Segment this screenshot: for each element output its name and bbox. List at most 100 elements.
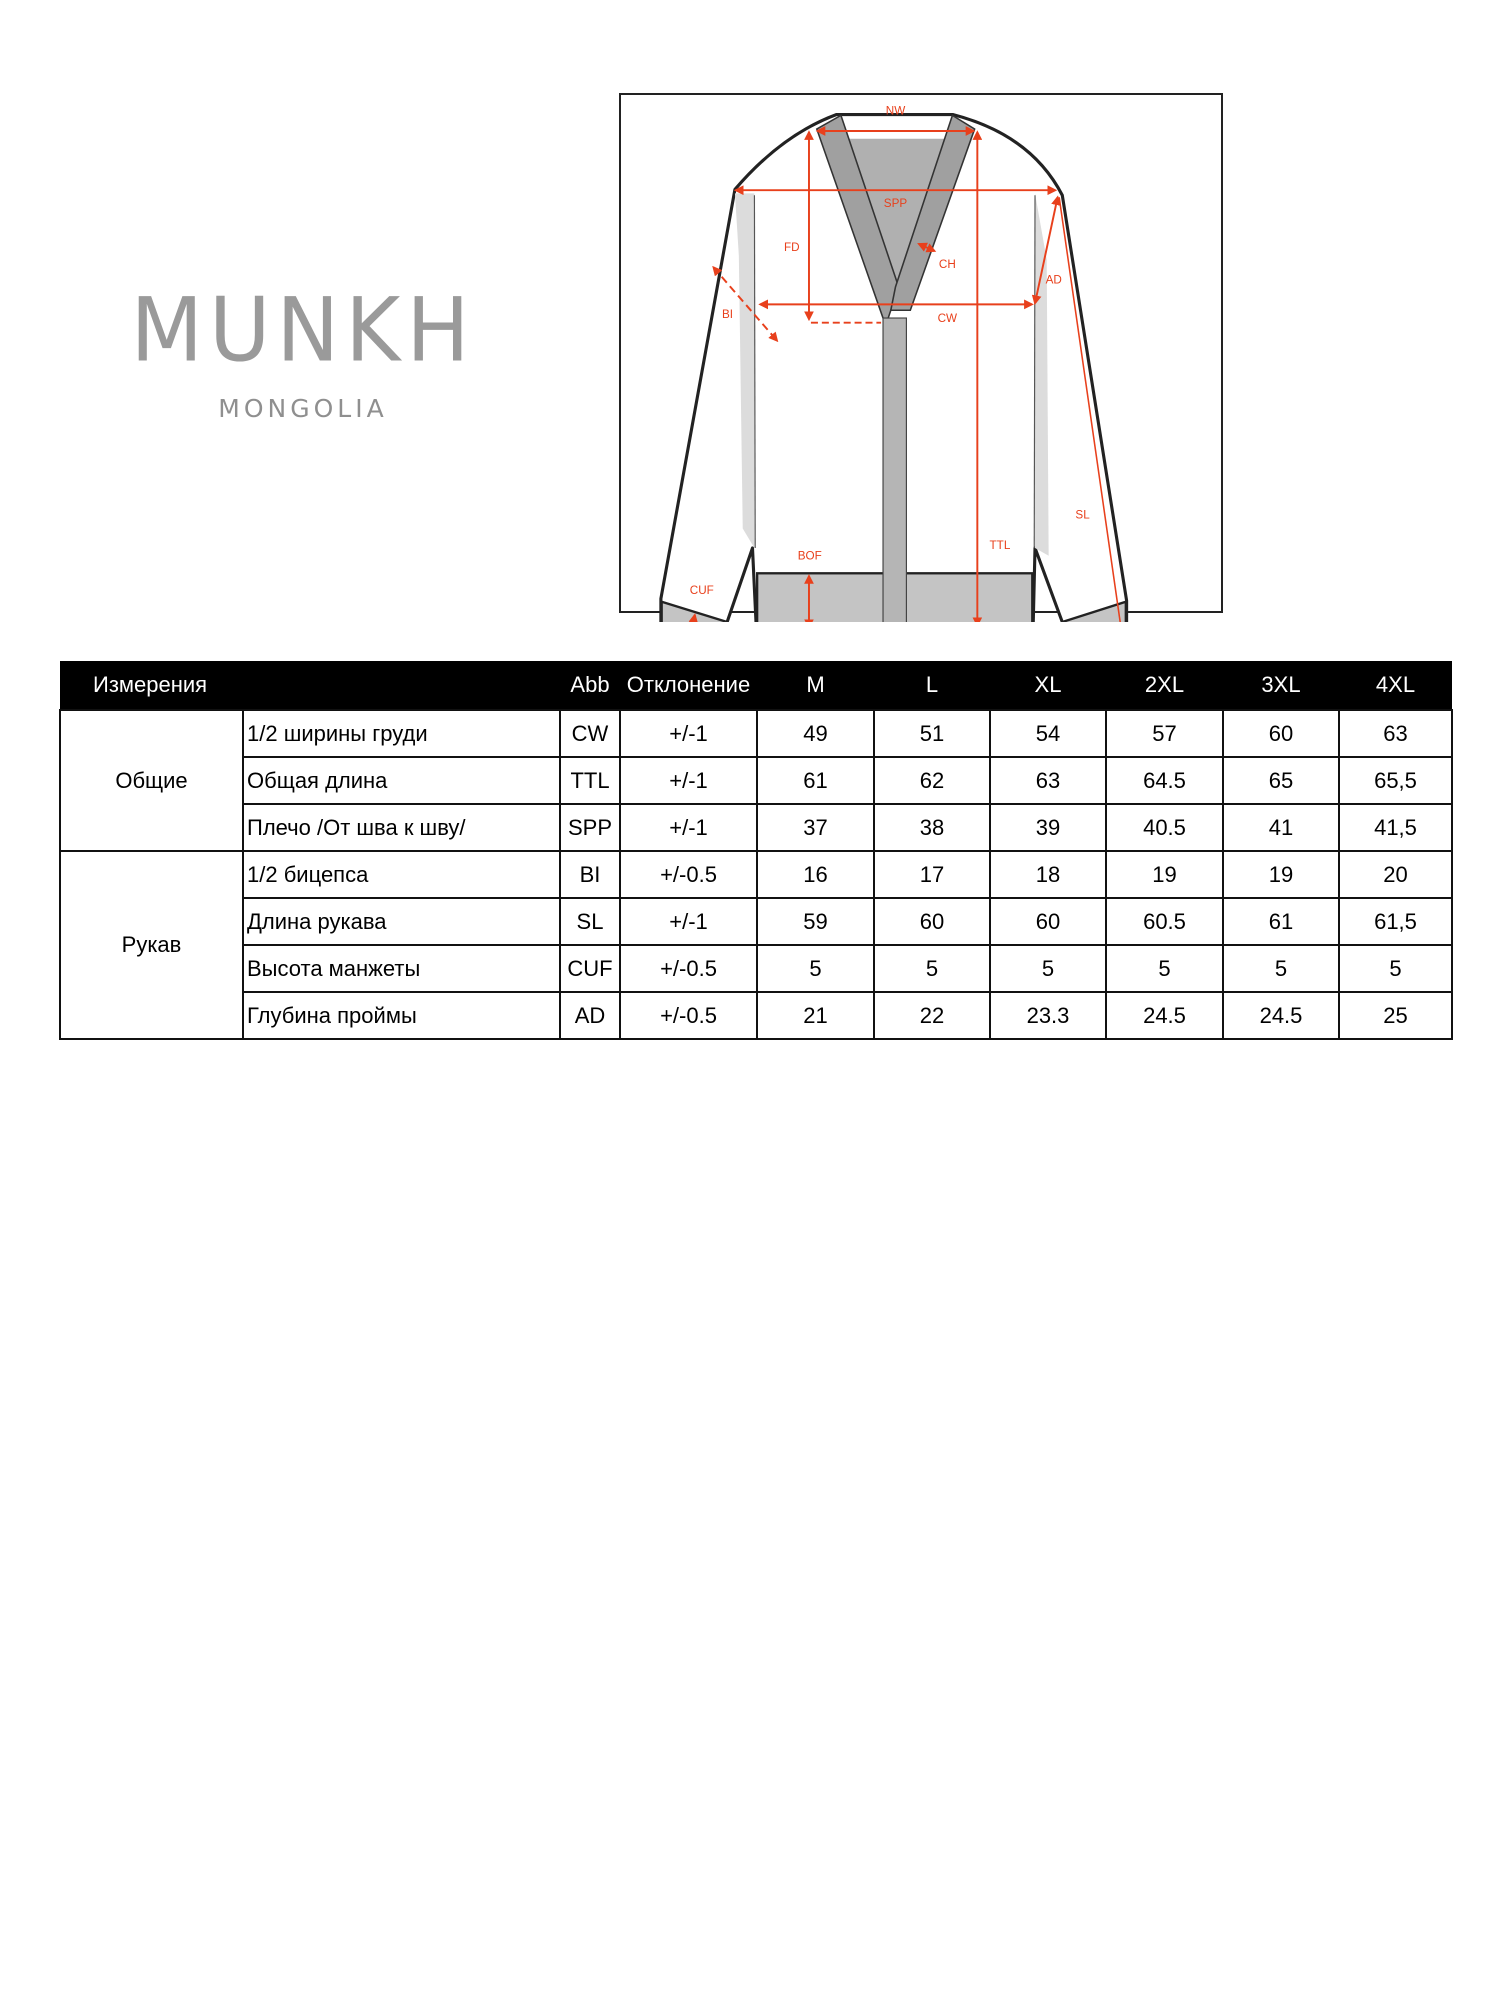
table-row: Плечо /От шва к шву/SPP +/-1 37 38 39 40.5 41 4… [60, 803, 1453, 852]
abbreviation: BI [559, 850, 621, 899]
size-value: 60.5 [1105, 897, 1224, 946]
tolerance: +/-0.5 [619, 944, 758, 993]
size-value: 5 [1222, 944, 1340, 993]
measurement-name: Длина рукава [242, 897, 561, 946]
size-value: 39 [989, 803, 1107, 852]
measurement-name: Высота манжеты [242, 944, 561, 993]
header-abb: Abb [560, 661, 620, 710]
group-name: Рукав [59, 850, 244, 1040]
label-ch: CH [939, 258, 956, 271]
label-bi: BI [722, 308, 733, 321]
size-value: 60 [989, 897, 1107, 946]
header-size-l: L [874, 661, 990, 710]
size-value: 22 [873, 991, 991, 1040]
size-value: 60 [1222, 709, 1340, 758]
size-value: 61 [756, 756, 875, 805]
size-value: 5 [756, 944, 875, 993]
size-value: 51 [873, 709, 991, 758]
label-nw: NW [886, 105, 905, 118]
size-value: 54 [989, 709, 1107, 758]
measurement-name: 1/2 бицепса [242, 850, 561, 899]
size-value: 19 [1222, 850, 1340, 899]
size-value: 65 [1222, 756, 1340, 805]
size-value: 20 [1338, 850, 1453, 899]
cardigan-illustration: NW SPP FD CH CW AD BI SL TTL BOF CUF [659, 105, 1129, 622]
size-value: 5 [989, 944, 1107, 993]
table-row: Общая длина TTL +/-1 61 62 63 64.5 65 65,5 [60, 756, 1453, 805]
table-row: Высота манжеты CUF +/-0.5 5 5 5 5 5 5 [60, 944, 1453, 993]
size-value: 60 [873, 897, 991, 946]
abbreviation: CUF [559, 944, 621, 993]
size-value: 63 [989, 756, 1107, 805]
header-size-xl: XL [990, 661, 1106, 710]
header-size-m: M [757, 661, 874, 710]
label-cw: CW [938, 312, 957, 325]
table-row: Общие 1/2 ширины груди CW +/-1 49 51 54 57 60 63 [59, 709, 1453, 852]
size-value: 64.5 [1105, 756, 1224, 805]
abbreviation: AD [559, 991, 621, 1040]
header-tolerance: Отклонение [620, 661, 757, 710]
label-fd: FD [784, 241, 800, 254]
size-value: 61,5 [1338, 897, 1453, 946]
measurement-arrows [685, 126, 1121, 622]
size-value: 16 [756, 850, 875, 899]
size-value: 65,5 [1338, 756, 1453, 805]
header-size-2xl: 2XL [1106, 661, 1223, 710]
size-value: 63 [1338, 709, 1453, 758]
label-spp: SPP [884, 197, 908, 210]
size-value: 61 [1222, 897, 1340, 946]
brand-logo: MUNKH MONGOLIA [118, 278, 488, 423]
size-value: 25 [1338, 991, 1453, 1040]
size-value: 41 [1222, 803, 1340, 852]
abbreviation: SPP [559, 803, 621, 852]
header-size-3xl: 3XL [1223, 661, 1339, 710]
size-value: 5 [1338, 944, 1453, 993]
tolerance: +/-1 [619, 756, 758, 805]
label-ad: AD [1046, 274, 1062, 287]
size-value: 5 [1105, 944, 1224, 993]
abbreviation: TTL [559, 756, 621, 805]
size-value: 40.5 [1105, 803, 1224, 852]
label-cuf: CUF [690, 584, 714, 597]
size-chart-table: Измерения Abb Отклонение M L XL 2XL 3XL … [59, 661, 1453, 1040]
label-sl: SL [1075, 509, 1090, 522]
label-ttl: TTL [990, 539, 1011, 552]
tolerance: +/-0.5 [619, 991, 758, 1040]
size-value: 19 [1105, 850, 1224, 899]
tolerance: +/-0.5 [619, 850, 758, 899]
measurement-name: 1/2 ширины груди [242, 709, 561, 758]
abbreviation: SL [559, 897, 621, 946]
size-value: 59 [756, 897, 875, 946]
table-row: Глубина проймы AD +/-0.5 21 22 23.3 24.5 24.5 25 [60, 991, 1453, 1040]
size-value: 24.5 [1105, 991, 1224, 1040]
logo-brand: MUNKH [130, 278, 476, 382]
abbreviation: CW [559, 709, 621, 758]
size-value: 49 [756, 709, 875, 758]
size-value: 38 [873, 803, 991, 852]
table-row: Длина рукава SL +/-1 59 60 60 60.5 61 61,5 [60, 897, 1453, 946]
size-value: 41,5 [1338, 803, 1453, 852]
size-value: 17 [873, 850, 991, 899]
size-value: 18 [989, 850, 1107, 899]
size-value: 23.3 [989, 991, 1107, 1040]
size-value: 57 [1105, 709, 1224, 758]
tolerance: +/-1 [619, 803, 758, 852]
size-value: 24.5 [1222, 991, 1340, 1040]
measurement-name: Глубина проймы [242, 991, 561, 1040]
size-value: 62 [873, 756, 991, 805]
sweater-shape [659, 113, 1129, 622]
measurement-diagram: NW SPP FD CH CW AD BI SL TTL BOF CUF [619, 93, 1223, 622]
measurement-name: Плечо /От шва к шву/ [242, 803, 561, 852]
size-value: 5 [873, 944, 991, 993]
size-value: 37 [756, 803, 875, 852]
table-header: Измерения Abb Отклонение M L XL 2XL 3XL … [60, 661, 1452, 710]
size-value: 21 [756, 991, 875, 1040]
label-bof: BOF [798, 550, 822, 563]
tolerance: +/-1 [619, 709, 758, 758]
logo-subtitle: MONGOLIA [218, 394, 388, 423]
header-measurements: Измерения [60, 661, 560, 710]
measurement-name: Общая длина [242, 756, 561, 805]
table-row: Рукав 1/2 бицепса BI +/-0.5 16 17 18 19 19 20 [59, 850, 1453, 1040]
tolerance: +/-1 [619, 897, 758, 946]
header-size-4xl: 4XL [1339, 661, 1452, 710]
